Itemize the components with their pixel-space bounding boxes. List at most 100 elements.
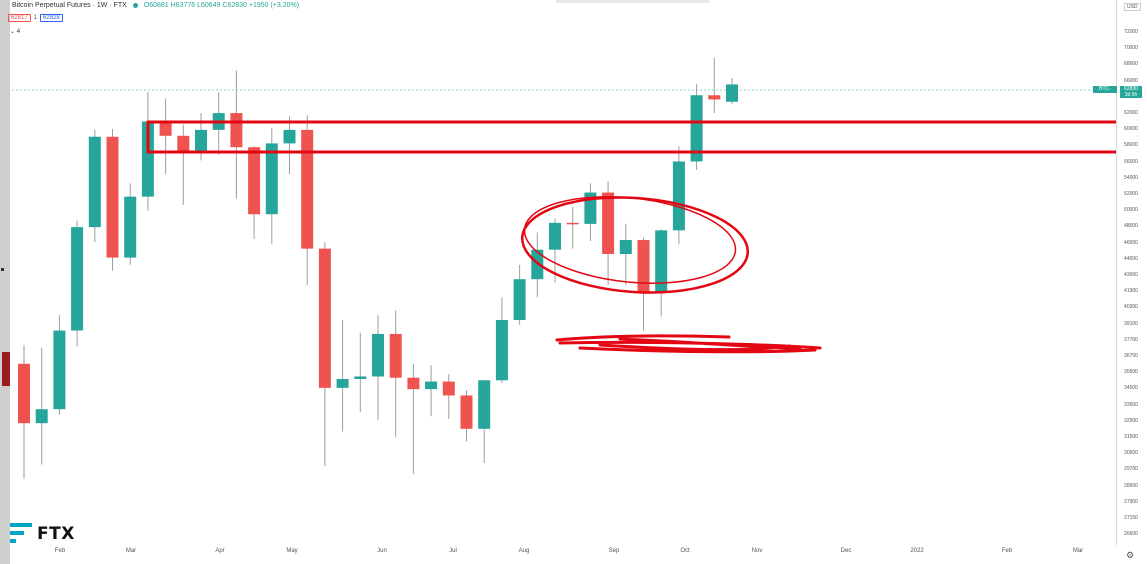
price-tick-label: 35500 [1124, 369, 1138, 376]
ftx-logo-text: FTX [37, 524, 75, 544]
candle-up[interactable] [88, 136, 101, 228]
candle-down[interactable] [159, 121, 172, 136]
spread-value: 1 [33, 15, 38, 21]
candle-down[interactable] [301, 129, 314, 249]
candle-up[interactable] [265, 143, 278, 215]
symbol-title[interactable]: Bitcoin Perpetual Futures · 1W · FTX [12, 2, 127, 9]
bar-countdown: 3d 5h [1124, 92, 1138, 98]
time-tick-label: Feb [54, 548, 66, 554]
candle-down[interactable] [230, 113, 243, 148]
price-tick-label: 41900 [1124, 288, 1138, 295]
time-tick-label: Feb [1001, 548, 1013, 554]
time-tick-label: Jun [377, 548, 387, 554]
price-tick-label: 70000 [1124, 45, 1138, 52]
price-tick-label: 34500 [1124, 385, 1138, 392]
price-tick-label: 39100 [1124, 320, 1138, 327]
symbol-header: Bitcoin Perpetual Futures · 1W · FTX O60… [12, 2, 299, 9]
indicator-toggle[interactable]: ⌄ 4 [10, 29, 21, 35]
time-tick-label: Aug [518, 548, 530, 554]
time-tick-label: 2022 [910, 548, 924, 554]
price-tick-label: 44000 [1124, 255, 1138, 262]
price-tick-label: 62000 [1124, 110, 1138, 116]
candle-up[interactable] [354, 376, 367, 379]
time-tick-label: Apr [215, 548, 225, 554]
price-tick-label: 27150 [1124, 515, 1138, 521]
price-tick-label: 40300 [1124, 304, 1138, 311]
time-tick-label: Oct [680, 548, 690, 554]
candle-up[interactable] [53, 330, 66, 410]
support-scribble[interactable] [555, 334, 822, 354]
candle-down[interactable] [637, 240, 650, 293]
price-tick-label: 60000 [1124, 126, 1138, 133]
candle-down[interactable] [389, 333, 402, 378]
drawing-annotations [146, 120, 1116, 354]
price-tick-label: 48000 [1124, 223, 1138, 230]
time-tick-label: May [286, 548, 298, 554]
price-tick-label: 43000 [1124, 272, 1138, 278]
time-tick-label: Jul [449, 548, 457, 554]
candle-down[interactable] [248, 147, 261, 215]
candle-up[interactable] [513, 279, 526, 320]
candle-up[interactable] [141, 121, 154, 197]
candle-up[interactable] [690, 95, 703, 162]
currency-label[interactable]: USD [1124, 3, 1141, 11]
price-tick-label: 31500 [1124, 434, 1138, 440]
price-tick-label: 32500 [1124, 417, 1138, 424]
candle-up[interactable] [726, 84, 738, 102]
price-tick-label: 37700 [1124, 336, 1138, 343]
buy-button[interactable]: 62828 [40, 14, 63, 22]
price-tick-label: 66000 [1124, 77, 1138, 84]
price-tick-label: 36700 [1124, 353, 1138, 359]
candle-up[interactable] [672, 161, 685, 231]
candle-up[interactable] [336, 379, 349, 388]
left-edge-marker [2, 352, 10, 386]
ftx-logo-mark-icon [10, 523, 32, 545]
market-open-icon [132, 3, 138, 8]
candle-down[interactable] [442, 381, 455, 396]
candle-up[interactable] [549, 222, 561, 250]
candle-up[interactable] [372, 333, 384, 377]
candle-up[interactable] [655, 230, 668, 293]
candle-up[interactable] [478, 380, 491, 429]
candle-up[interactable] [619, 240, 632, 254]
consolidation-circle-stroke [523, 196, 737, 284]
price-tick-label: 26600 [1124, 531, 1138, 538]
candle-up[interactable] [425, 381, 438, 390]
price-tick-label: 72000 [1124, 29, 1138, 35]
time-tick-label: Mar [1072, 548, 1084, 554]
time-tick-label: Mar [125, 548, 137, 554]
candle-up[interactable] [283, 129, 296, 144]
resistance-zone-rectangle[interactable] [146, 120, 1116, 154]
candle-down[interactable] [566, 222, 579, 225]
candle-down[interactable] [602, 192, 615, 254]
last-price-value: 62830 [1124, 86, 1138, 92]
candle-up[interactable] [71, 227, 84, 331]
candle-down[interactable] [18, 363, 30, 424]
candle-up[interactable] [124, 196, 137, 258]
order-pills: 62817 1 62828 [8, 14, 63, 22]
price-tick-label: 54000 [1124, 174, 1138, 181]
candle-down[interactable] [318, 248, 331, 388]
candle-down[interactable] [407, 377, 420, 390]
left-edge-dot [1, 268, 4, 271]
candle-down[interactable] [177, 135, 190, 153]
candle-up[interactable] [495, 320, 508, 381]
price-chart[interactable] [0, 0, 1116, 545]
candle-up[interactable] [35, 409, 48, 424]
candle-down[interactable] [460, 395, 473, 429]
ftx-logo: FTX [10, 523, 75, 545]
sell-button[interactable]: 62817 [8, 14, 31, 22]
candle-down[interactable] [708, 95, 721, 100]
price-axis-border [1116, 0, 1117, 545]
time-tick-label: Dec [840, 548, 852, 554]
settings-gear-icon[interactable]: ⚙ [1126, 550, 1135, 560]
price-tick-label: 56000 [1124, 158, 1138, 165]
price-tick-label: 58000 [1124, 142, 1138, 149]
left-toolbar-strip [0, 0, 10, 564]
price-tick-label: 52000 [1124, 191, 1138, 197]
time-tick-label: Sep [608, 548, 620, 554]
time-tick-label: Nov [751, 548, 763, 554]
candle-up[interactable] [195, 129, 207, 153]
candle-down[interactable] [106, 136, 119, 258]
